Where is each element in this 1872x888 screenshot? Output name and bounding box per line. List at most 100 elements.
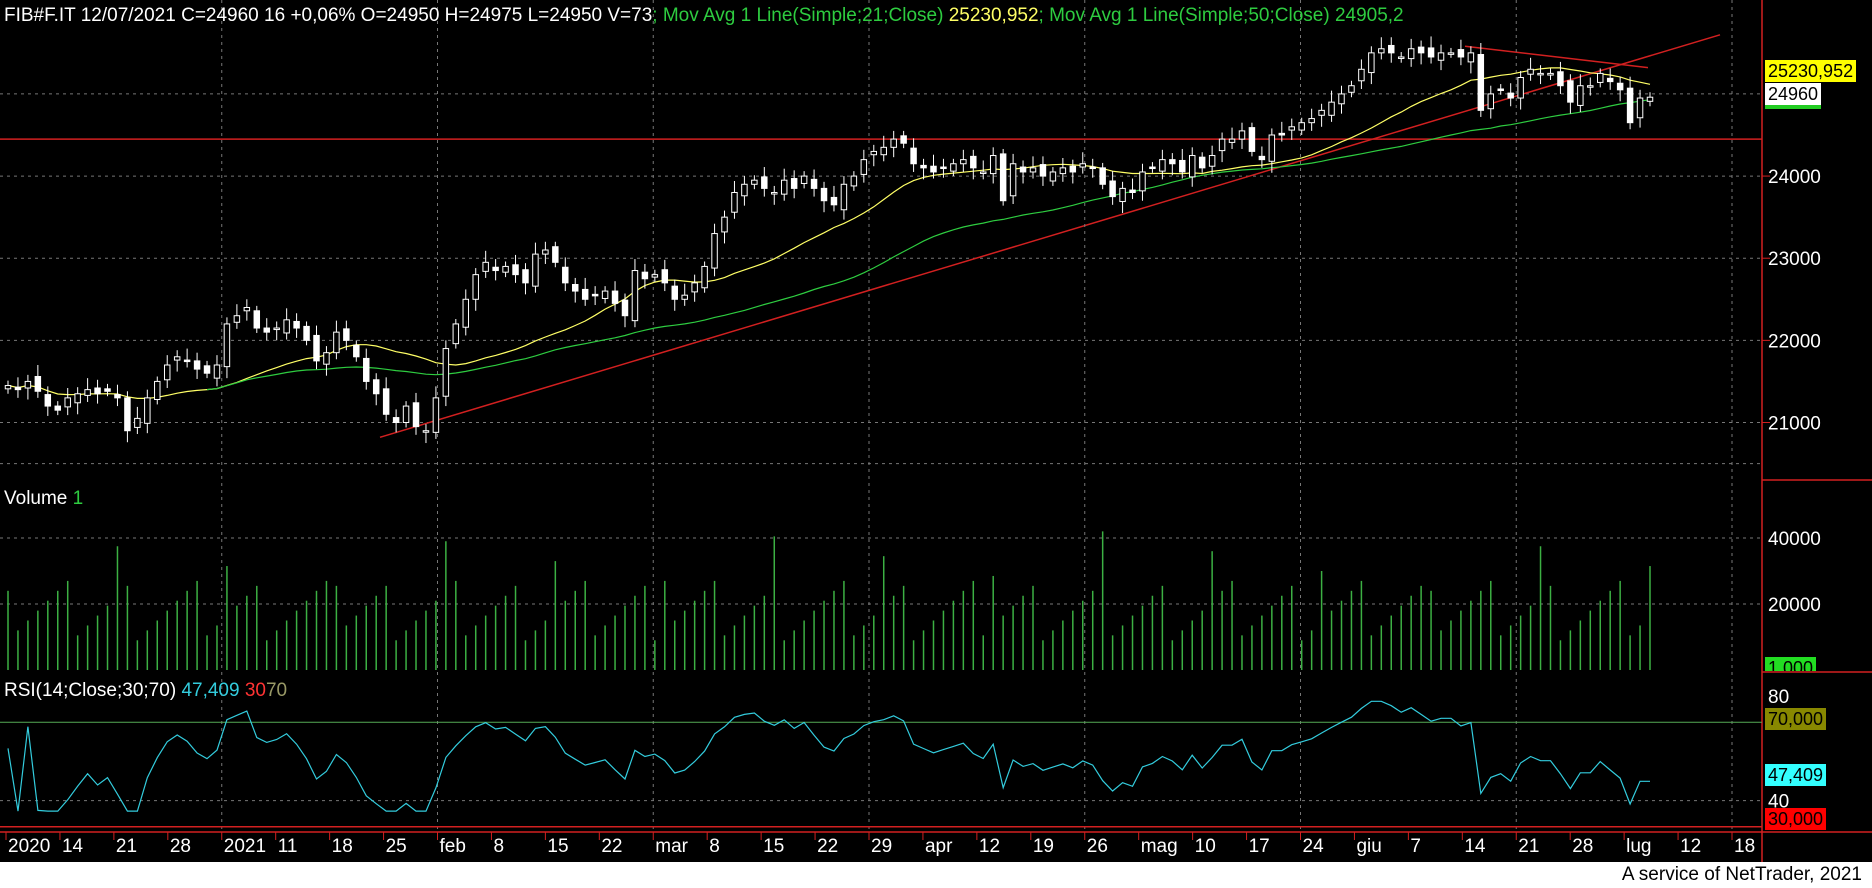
candle-body: [701, 265, 708, 289]
candle-body: [810, 178, 818, 189]
candle-body: [1646, 96, 1654, 102]
candle-body: [1447, 52, 1455, 55]
candle-body: [1338, 93, 1345, 105]
candle-body: [1139, 171, 1146, 192]
candle-body: [213, 364, 221, 379]
candle-body: [1626, 87, 1634, 124]
x-tick-label: 28: [1572, 836, 1593, 857]
candle-body: [840, 183, 848, 211]
candle-body: [1368, 52, 1375, 74]
candle-body: [44, 394, 52, 407]
candle-body: [830, 196, 838, 206]
candle-body: [1397, 56, 1405, 59]
candle-body: [1188, 155, 1196, 178]
candle-body: [1517, 77, 1524, 99]
candle-body: [1358, 68, 1365, 82]
x-tick-label: 15: [547, 836, 568, 857]
candle-body: [1179, 159, 1186, 173]
candle-body: [1407, 48, 1415, 60]
candle-body: [671, 285, 678, 300]
candle-body: [193, 360, 201, 370]
volume-tick-label: 40000: [1768, 529, 1821, 550]
candle-body: [1597, 72, 1604, 83]
candle-body: [1049, 171, 1057, 182]
ma21-line: [7, 67, 1651, 399]
candle-body: [940, 166, 947, 170]
candle-body: [1238, 130, 1246, 140]
footer: A service of NetTrader, 2021: [0, 862, 1872, 888]
candle-body: [412, 402, 420, 428]
x-tick-label: 7: [1410, 836, 1421, 857]
volume-label: Volume: [4, 488, 68, 509]
candle-body: [1636, 97, 1644, 119]
candle-body: [552, 246, 559, 263]
ma21-value: 25230,952: [948, 5, 1039, 26]
candle-body: [1198, 156, 1206, 169]
x-tick-label: 14: [1464, 836, 1486, 857]
candle-body: [1348, 85, 1355, 93]
candle-body: [1248, 127, 1256, 152]
rsi-high: 70: [265, 680, 288, 701]
x-tick-label: 22: [601, 836, 622, 857]
candle-body: [1507, 92, 1514, 99]
candle-body: [432, 397, 440, 433]
candle-body: [24, 380, 32, 389]
candle-body: [482, 261, 489, 272]
chart-header: FIB#F.IT 12/07/2021 C=24960 16 +0,06% O=…: [4, 5, 1404, 27]
candle-body: [870, 150, 878, 156]
candle-body: [512, 264, 519, 276]
last-price-tag: 24960: [1765, 83, 1822, 109]
candle-body: [999, 153, 1007, 202]
candle-body: [54, 405, 61, 411]
ma50-value: 24905,2: [1334, 5, 1404, 26]
candle-body: [1487, 93, 1495, 110]
x-tick-label: 15: [763, 836, 784, 857]
candle-body: [950, 163, 957, 172]
rsi-tick-label: 40: [1768, 792, 1789, 813]
candle-body: [223, 323, 231, 368]
candle-body: [1467, 52, 1475, 63]
candle-body: [711, 233, 718, 269]
candle-body: [1129, 189, 1136, 194]
candle-body: [163, 364, 171, 381]
x-tick-label: 8: [493, 836, 504, 857]
ma21-label: ; Mov Avg 1 Line(Simple;21;Close): [652, 5, 944, 26]
candle-body: [820, 187, 828, 202]
candle-body: [14, 386, 22, 391]
x-tick-label: 29: [871, 836, 892, 857]
candle-body: [930, 165, 937, 173]
footer-text: A service of NetTrader, 2021: [1621, 864, 1862, 885]
candle-body: [303, 325, 310, 341]
candle-body: [1537, 72, 1544, 76]
candle-body: [283, 319, 290, 334]
x-tick-label: 14: [62, 836, 84, 857]
candle-body: [980, 171, 987, 174]
candle-body: [144, 397, 151, 424]
candle-body: [273, 327, 280, 331]
candle-body: [771, 192, 778, 195]
candle-body: [1477, 54, 1485, 111]
candle-body: [452, 323, 460, 345]
volume-header: Volume 1: [4, 488, 83, 510]
candle-body: [1557, 71, 1564, 87]
candle-body: [353, 344, 360, 358]
x-tick-label: 22: [817, 836, 838, 857]
candle-body: [731, 192, 738, 213]
volume-tick-label: 20000: [1768, 595, 1821, 616]
candle-body: [920, 164, 927, 169]
candle-body: [1109, 180, 1116, 198]
x-tick-label: 28: [170, 836, 191, 857]
candle-body: [1308, 118, 1315, 124]
price-tick-label: 21000: [1768, 414, 1821, 435]
candle-body: [1029, 167, 1037, 173]
x-tick-label: 2020: [8, 836, 50, 857]
candle-body: [591, 293, 599, 297]
candle-body: [651, 274, 659, 278]
candle-body: [1119, 187, 1126, 203]
candle-body: [641, 271, 649, 280]
candle-body: [661, 269, 669, 284]
candle-body: [880, 146, 887, 156]
rsi-high-tag: 70,000: [1765, 708, 1827, 730]
candle-body: [581, 288, 589, 300]
rsi-line: [7, 700, 1650, 812]
